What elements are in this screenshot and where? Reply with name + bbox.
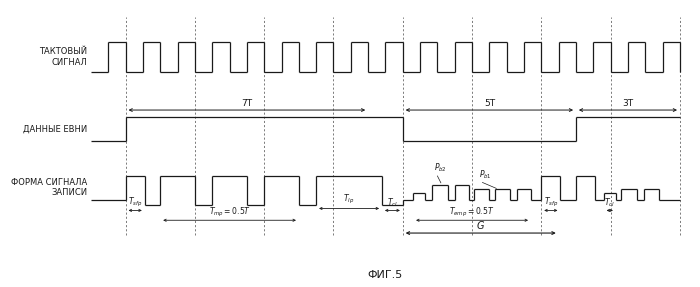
Text: 7T: 7T	[241, 99, 253, 108]
Text: $T_{sfp}$: $T_{sfp}$	[128, 196, 142, 209]
Text: $T_{lp}$: $T_{lp}$	[344, 193, 355, 206]
Text: $T_{cl}$: $T_{cl}$	[387, 196, 398, 209]
Text: $T_{mp}=0.5T$: $T_{mp}=0.5T$	[209, 205, 251, 219]
Text: G: G	[477, 221, 484, 231]
Text: $P_{b1}$: $P_{b1}$	[479, 168, 492, 181]
Text: ТАКТОВЫЙ
СИГНАЛ: ТАКТОВЫЙ СИГНАЛ	[39, 47, 88, 67]
Text: $T_{cl}$: $T_{cl}$	[604, 196, 615, 209]
Text: 5T: 5T	[484, 99, 495, 108]
Text: ДАННЫЕ ЕВНИ: ДАННЫЕ ЕВНИ	[23, 124, 88, 133]
Text: 3T: 3T	[622, 99, 634, 108]
Text: $T_{sfp}$: $T_{sfp}$	[544, 196, 559, 209]
Text: $T_{emp}=0.5T$: $T_{emp}=0.5T$	[449, 205, 495, 219]
Text: ФИГ.5: ФИГ.5	[368, 270, 403, 280]
Text: $P_{b2}$: $P_{b2}$	[434, 162, 447, 174]
Text: ФОРМА СИГНАЛА
ЗАПИСИ: ФОРМА СИГНАЛА ЗАПИСИ	[11, 178, 88, 197]
